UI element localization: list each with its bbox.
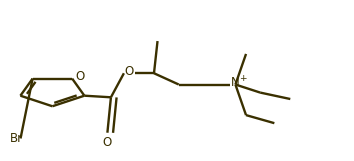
Text: O: O [103,136,112,149]
Text: O: O [125,65,134,78]
Text: N: N [231,76,240,89]
Text: Br: Br [10,132,23,145]
Text: +: + [239,74,247,83]
Text: O: O [76,71,85,84]
